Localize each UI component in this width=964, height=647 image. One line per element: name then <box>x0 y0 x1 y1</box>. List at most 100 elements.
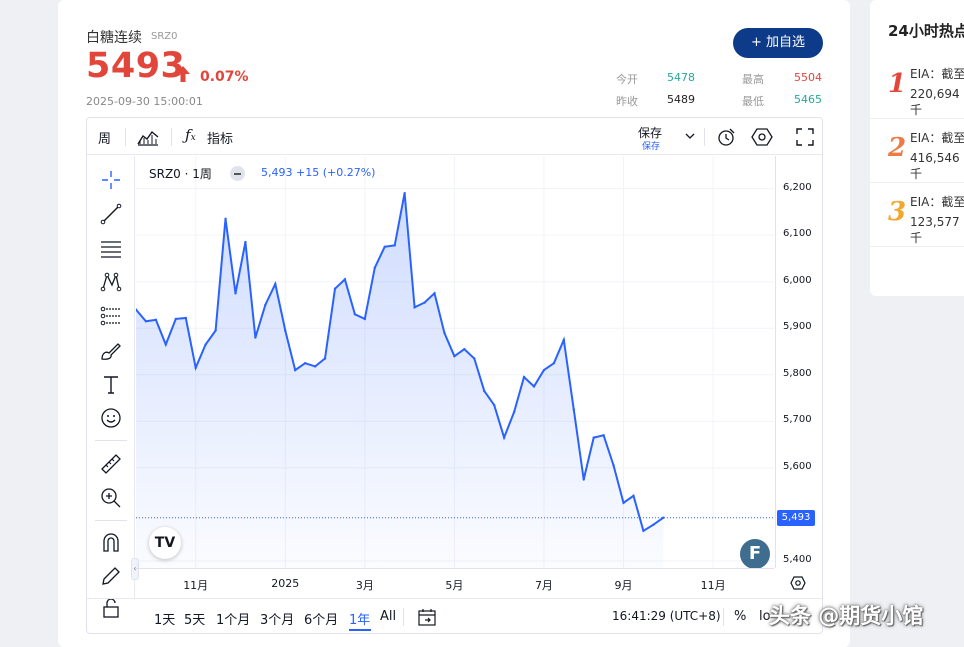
ruler-icon[interactable] <box>99 452 123 476</box>
save-sublabel: 保存 <box>642 142 661 152</box>
toolbar-divider <box>125 128 126 146</box>
horizontal-lines-icon[interactable] <box>99 236 123 260</box>
data-point <box>552 361 556 365</box>
fib-retracement-icon[interactable] <box>99 304 123 328</box>
hot-text: 123,577千 <box>910 215 960 245</box>
percent-scale-button[interactable]: % <box>734 609 747 624</box>
price-line <box>136 193 664 533</box>
high-label: 最高 <box>742 73 764 86</box>
hot-news-item[interactable]: 2 EIA：截至 416,546千 <box>870 119 964 183</box>
data-point <box>363 317 367 321</box>
data-point <box>652 523 655 526</box>
data-point <box>234 292 237 295</box>
chart-type-icon[interactable] <box>137 128 159 146</box>
data-point <box>323 357 327 360</box>
drawing-toolbar: ‹ <box>87 156 139 618</box>
toolbar-divider <box>704 128 705 146</box>
data-point <box>343 278 347 281</box>
brush-icon[interactable] <box>99 338 123 362</box>
data-point <box>403 192 406 195</box>
price-axis[interactable]: 6,200 6,100 6,000 5,900 5,800 5,700 5,600 5,400 <box>775 156 822 568</box>
tradingview-logo[interactable]: TV <box>149 527 181 559</box>
lock-icon[interactable] <box>99 596 123 620</box>
calendar-goto-icon[interactable] <box>417 607 437 627</box>
chevron-down-icon[interactable] <box>685 132 695 140</box>
collapse-toolbar-button[interactable]: ‹ <box>131 558 139 580</box>
data-point <box>303 361 307 365</box>
range-3m[interactable]: 3个月 <box>260 613 295 628</box>
fullscreen-icon[interactable] <box>796 128 814 146</box>
hot-news-item[interactable]: 3 EIA：截至 123,577千 <box>870 183 964 247</box>
toolbar-divider <box>403 608 404 626</box>
data-point <box>532 385 536 388</box>
data-point <box>572 408 575 411</box>
data-point <box>224 217 227 221</box>
hot-rank: 1 <box>888 69 907 99</box>
range-1d[interactable]: 1天 <box>154 613 176 628</box>
data-point <box>632 494 635 498</box>
data-point <box>542 368 546 372</box>
data-point <box>214 329 217 332</box>
last-price-label: 5,493 <box>777 509 815 526</box>
data-point <box>136 308 138 311</box>
settings-gear-icon[interactable] <box>751 127 773 147</box>
y-tick-label: 5,400 <box>783 554 812 566</box>
x-tick-label: 5月 <box>445 579 464 592</box>
indicators-button[interactable]: 指标 <box>207 132 234 147</box>
instrument-code: SRZ0 <box>151 31 178 42</box>
pattern-icon[interactable] <box>99 270 123 294</box>
data-point <box>612 464 615 467</box>
hot-rank: 2 <box>888 133 907 163</box>
price-chart[interactable] <box>136 156 774 568</box>
data-point <box>443 331 446 335</box>
y-tick-label: 5,700 <box>783 414 812 426</box>
x-tick-label: 11月 <box>700 579 726 592</box>
data-point <box>622 501 625 505</box>
data-point <box>264 303 267 307</box>
data-point <box>194 366 197 370</box>
data-point <box>483 389 486 393</box>
range-5d[interactable]: 5天 <box>184 613 206 628</box>
range-1y[interactable]: 1年 <box>349 613 371 628</box>
range-1m[interactable]: 1个月 <box>216 613 251 628</box>
legend-toggle-button[interactable] <box>230 166 245 181</box>
trend-line-icon[interactable] <box>99 202 123 226</box>
data-point <box>413 306 416 309</box>
crosshair-icon[interactable] <box>99 168 123 192</box>
axis-settings-icon[interactable] <box>790 575 806 591</box>
alert-clock-icon[interactable] <box>717 127 737 147</box>
clock-readout[interactable]: 16:41:29 (UTC+8) <box>612 609 721 623</box>
hot-text: EIA：截至 <box>910 131 964 145</box>
data-point <box>393 244 396 247</box>
emoji-icon[interactable] <box>99 406 123 430</box>
legend-values: 5,493 +15 (+0.27%) <box>261 166 376 179</box>
data-point <box>154 318 158 322</box>
zoom-in-icon[interactable] <box>99 486 123 510</box>
range-6m[interactable]: 6个月 <box>304 613 339 628</box>
range-all[interactable]: All <box>380 609 397 624</box>
data-point <box>512 410 516 414</box>
text-tool-icon[interactable] <box>99 372 123 396</box>
data-point <box>333 287 337 290</box>
pencil-lock-icon[interactable] <box>99 564 123 588</box>
x-tick-label: 11月 <box>183 579 209 592</box>
data-point <box>164 343 168 346</box>
log-scale-button[interactable]: lo <box>759 609 771 624</box>
magnet-icon[interactable] <box>99 530 123 554</box>
hot-news-item[interactable]: 1 EIA：截至 220,694千 <box>870 55 964 119</box>
data-point <box>174 317 177 321</box>
data-point <box>473 357 476 360</box>
prev-close-value: 5489 <box>667 93 695 106</box>
hot-news-title: 24小时热点 <box>888 22 964 40</box>
data-point <box>313 365 317 368</box>
function-icon[interactable]: ƒx <box>185 126 196 144</box>
data-point <box>592 436 595 439</box>
add-watchlist-button[interactable]: + 加自选 <box>733 28 823 58</box>
open-label: 今开 <box>616 73 638 86</box>
time-axis[interactable]: 11月 2025 3月 5月 7月 9月 11月 <box>136 568 774 598</box>
data-point <box>463 347 466 351</box>
save-button[interactable]: 保存 <box>638 126 663 140</box>
interval-button[interactable]: 周 <box>98 132 112 147</box>
y-tick-label: 6,100 <box>783 228 812 240</box>
legend-symbol: SRZ0 · 1周 <box>149 167 212 181</box>
